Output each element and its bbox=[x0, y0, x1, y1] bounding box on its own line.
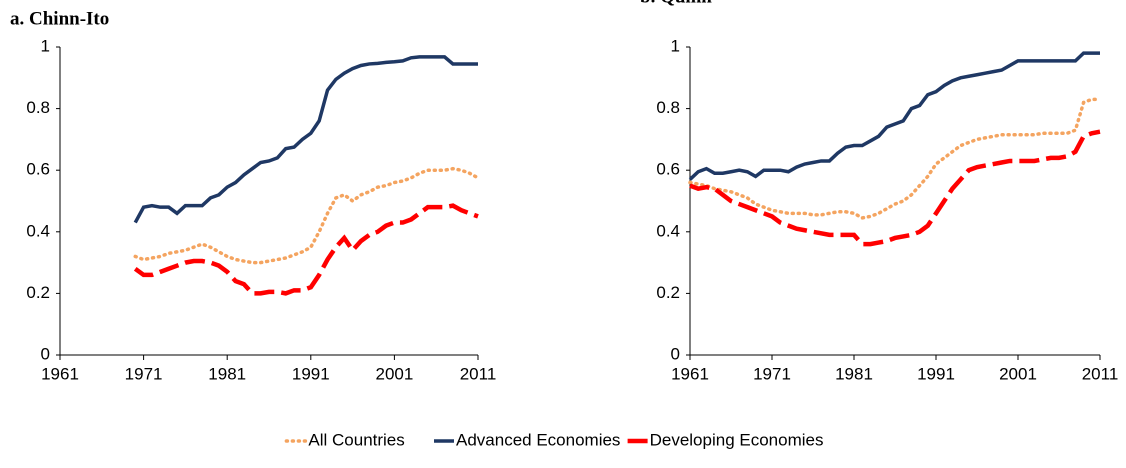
x-tick-label: 1961 bbox=[671, 364, 709, 383]
y-tick-label: 0.8 bbox=[26, 98, 50, 117]
x-tick-label: 1961 bbox=[41, 364, 79, 383]
y-tick-label: 0.4 bbox=[26, 221, 50, 240]
x-tick-label: 2001 bbox=[375, 364, 413, 383]
x-tick-label: 2001 bbox=[999, 364, 1037, 383]
y-tick-label: 0.2 bbox=[26, 283, 50, 302]
x-tick-label: 2011 bbox=[460, 364, 497, 383]
series-line bbox=[688, 51, 1100, 181]
series-line bbox=[133, 166, 480, 265]
x-tick-label: 1991 bbox=[292, 364, 330, 383]
y-tick-label: 0.6 bbox=[656, 160, 680, 179]
y-tick-label: 0.6 bbox=[26, 160, 50, 179]
x-tick-label: 1981 bbox=[208, 364, 246, 383]
series-line bbox=[133, 55, 478, 224]
legend-label: All Countries bbox=[308, 430, 404, 449]
series-line bbox=[688, 97, 1102, 220]
series-line bbox=[133, 203, 479, 296]
chart-title: b. Quinn bbox=[640, 0, 712, 7]
legend-label: Advanced Economies bbox=[456, 430, 620, 449]
x-tick-label: 1971 bbox=[125, 364, 163, 383]
legend-label: Developing Economies bbox=[650, 430, 824, 449]
y-tick-label: 0 bbox=[671, 344, 680, 363]
series-line bbox=[689, 129, 1101, 247]
y-tick-label: 0.4 bbox=[656, 221, 680, 240]
y-tick-label: 1 bbox=[41, 36, 50, 55]
y-tick-label: 1 bbox=[671, 36, 680, 55]
x-tick-label: 1981 bbox=[835, 364, 873, 383]
y-tick-label: 0.8 bbox=[656, 98, 680, 117]
y-tick-label: 0.2 bbox=[656, 283, 680, 302]
y-tick-label: 0 bbox=[41, 344, 50, 363]
x-tick-label: 1971 bbox=[753, 364, 791, 383]
x-tick-label: 2011 bbox=[1082, 364, 1119, 383]
x-tick-label: 1991 bbox=[917, 364, 955, 383]
chart-title: a. Chinn-Ito bbox=[10, 8, 109, 29]
